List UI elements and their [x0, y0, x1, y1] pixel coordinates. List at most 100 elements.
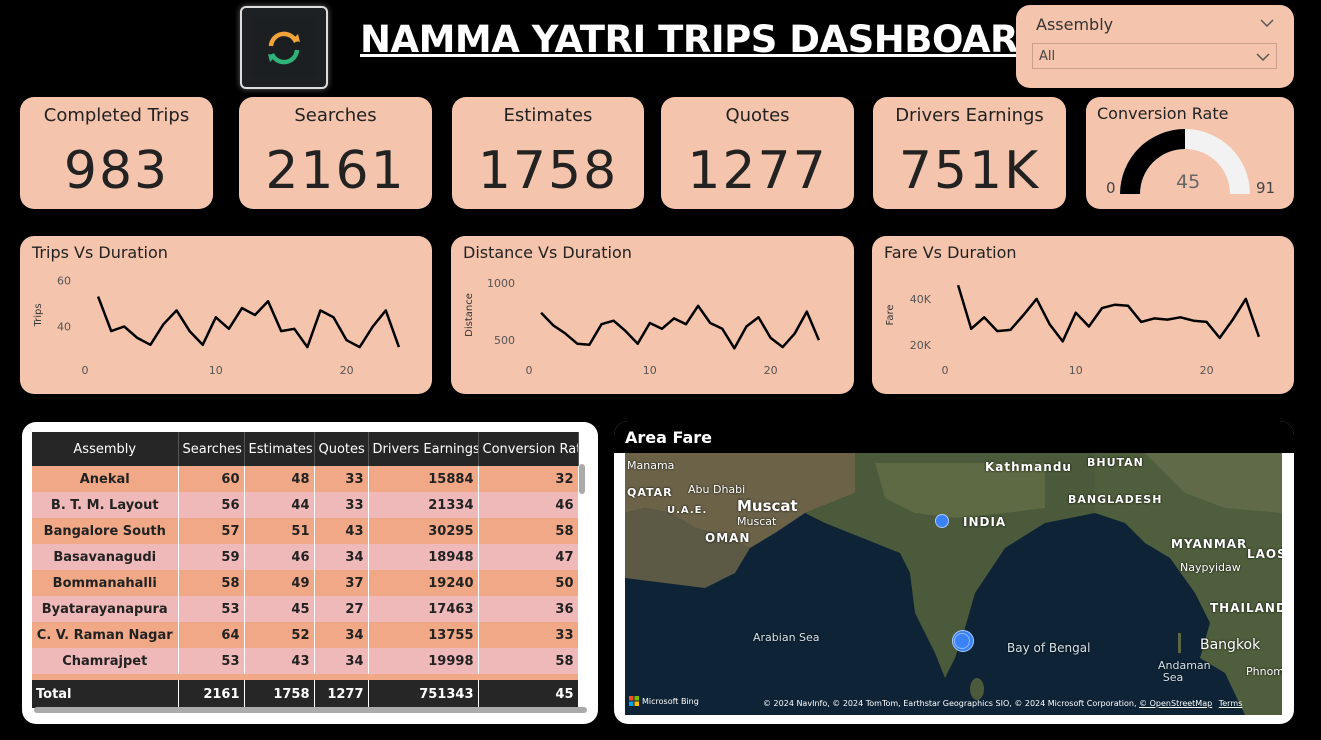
map-label: OMAN	[705, 531, 751, 545]
assembly-slicer[interactable]: Assembly All	[1016, 5, 1294, 88]
attribution-text: © 2024 NavInfo, © 2024 TomTom, Earthstar…	[763, 699, 1137, 708]
cell: Bommanahalli	[32, 570, 179, 596]
kpi-drivers-earnings: Drivers Earnings 751K	[873, 97, 1066, 209]
map-label: Andaman Sea	[1158, 659, 1211, 684]
cell: Bangalore South	[32, 518, 179, 544]
kpi-label: Estimates	[503, 105, 593, 126]
vertical-scrollbar[interactable]	[579, 464, 585, 494]
area-fare-map-card: Area Fare Manama Kathmandu BHUTAN QATAR …	[614, 421, 1294, 724]
map-background	[625, 453, 1282, 715]
map-label: Kathmandu	[985, 460, 1072, 474]
gauge-fill	[1120, 129, 1185, 194]
map-label: Manama	[627, 459, 675, 472]
horizontal-scrollbar[interactable]	[34, 707, 587, 713]
y-tick-label: 40	[57, 320, 71, 333]
cell: C. V. Raman Nagar	[32, 622, 179, 648]
col-header-conversion-rate[interactable]: Conversion Rate	[478, 432, 579, 466]
table-row[interactable]: Anekal 60 48 33 15884 32	[32, 466, 579, 492]
kpi-label: Searches	[294, 105, 377, 126]
y-axis-label: Trips	[33, 303, 44, 327]
cell: 21334	[368, 492, 479, 518]
terms-link[interactable]: Terms	[1218, 699, 1243, 708]
map-label: Phnom	[1246, 665, 1282, 678]
series-line	[540, 304, 821, 350]
chevron-down-icon[interactable]	[1260, 18, 1274, 28]
cell: 34	[314, 648, 369, 674]
x-tick-label: 10	[643, 364, 657, 377]
y-tick-label: 60	[57, 275, 71, 288]
y-tick-label: 500	[494, 334, 515, 347]
bing-label: Microsoft Bing	[642, 696, 699, 706]
table-row[interactable]: C. V. Raman Nagar 64 52 34 13755 33	[32, 622, 579, 648]
table-row[interactable]: Bangalore South 57 51 43 30295 58	[32, 518, 579, 544]
table-row[interactable]: B. T. M. Layout 56 44 33 21334 46	[32, 492, 579, 518]
cell: 43	[314, 518, 369, 544]
map-label: BHUTAN	[1087, 456, 1144, 469]
map-label: BANGLADESH	[1068, 493, 1163, 506]
cell: Total	[32, 680, 179, 708]
cell: 45	[244, 596, 315, 622]
kpi-searches: Searches 2161	[239, 97, 432, 209]
kpi-value: 751K	[898, 141, 1041, 201]
cell: 64	[178, 622, 245, 648]
chart-title: Trips Vs Duration	[32, 243, 168, 262]
map-label: Arabian Sea	[753, 631, 820, 644]
slicer-label: Assembly	[1036, 15, 1114, 34]
map-label: Muscat	[737, 515, 777, 528]
col-header-searches[interactable]: Searches	[178, 432, 245, 466]
cell: 58	[478, 518, 579, 544]
cell: 13755	[368, 622, 479, 648]
col-header-quotes[interactable]: Quotes	[314, 432, 369, 466]
map-label: INDIA	[963, 515, 1007, 529]
table-total-row: Total 2161 1758 1277 751343 45	[32, 680, 579, 708]
gauge-value: 45	[1176, 171, 1201, 193]
cell: 751343	[368, 680, 479, 708]
map-label: THAILAND	[1210, 601, 1282, 615]
cell: 32	[478, 466, 579, 492]
kpi-completed-trips: Completed Trips 983	[20, 97, 213, 209]
table-row-spacer	[32, 674, 579, 680]
distance-vs-duration-chart: Distance Vs Duration 500 1000 0 10 20 Distanc…	[451, 236, 854, 394]
map-bubble[interactable]	[954, 633, 970, 649]
chart-title: Distance Vs Duration	[463, 243, 632, 262]
gauge-min: 0	[1106, 179, 1116, 197]
table-row[interactable]: Byatarayanapura 53 45 27 17463 36	[32, 596, 579, 622]
cell: 36	[478, 596, 579, 622]
cell: 59	[178, 544, 245, 570]
map-bubble[interactable]	[935, 514, 949, 528]
conversion-rate-gauge: Conversion Rate 0 45 91	[1086, 97, 1294, 209]
table-row[interactable]: Bommanahalli 58 49 37 19240 50	[32, 570, 579, 596]
assembly-table: Assembly Searches Estimates Quotes Drive…	[32, 432, 579, 708]
kpi-value: 1277	[687, 141, 828, 201]
assembly-dropdown[interactable]: All	[1032, 43, 1277, 69]
cell: Byatarayanapura	[32, 596, 179, 622]
gauge-title: Conversion Rate	[1097, 104, 1229, 123]
kpi-quotes: Quotes 1277	[661, 97, 854, 209]
cell: 56	[178, 492, 245, 518]
cell: Basavanagudi	[32, 544, 179, 570]
cell: 48	[244, 466, 315, 492]
cell: 1758	[244, 680, 315, 708]
map-label: MYANMAR	[1171, 537, 1248, 551]
chart-title: Fare Vs Duration	[884, 243, 1017, 262]
cell: Anekal	[32, 466, 179, 492]
dropdown-chevron-icon	[1256, 53, 1270, 62]
cell: 33	[314, 492, 369, 518]
kpi-value: 983	[63, 141, 170, 201]
map-header: Area Fare	[614, 421, 1294, 453]
col-header-assembly[interactable]: Assembly	[32, 432, 179, 466]
cell: 33	[478, 622, 579, 648]
col-header-drivers-earnings[interactable]: Drivers Earnings	[368, 432, 479, 466]
map-label: U.A.E.	[667, 505, 708, 516]
fare-vs-duration-chart: Fare Vs Duration 20K 40K 0 10 20 Fare	[872, 236, 1294, 394]
cell: 17463	[368, 596, 479, 622]
x-tick-label: 0	[82, 364, 89, 377]
col-header-estimates[interactable]: Estimates	[244, 432, 315, 466]
osm-link[interactable]: © OpenStreetMap	[1139, 699, 1213, 708]
bing-logo: Microsoft Bing	[629, 696, 699, 706]
table-row[interactable]: Basavanagudi 59 46 34 18948 47	[32, 544, 579, 570]
map-label: Abu Dhabi	[688, 483, 746, 496]
table-row[interactable]: Chamrajpet 53 43 34 19998 58	[32, 648, 579, 674]
x-tick-label: 20	[340, 364, 354, 377]
area-fare-map[interactable]: Manama Kathmandu BHUTAN QATAR Abu Dhabi …	[625, 453, 1282, 715]
